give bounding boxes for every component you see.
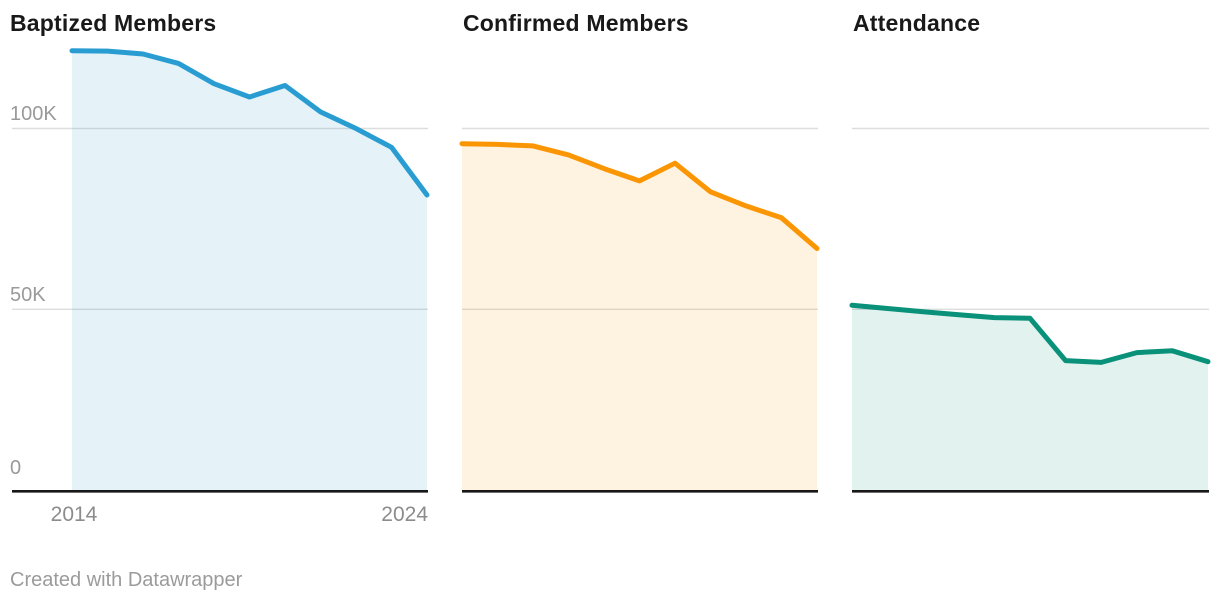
y-tick-label-100k: 100K	[10, 103, 57, 125]
datawrapper-attribution: Created with Datawrapper	[10, 569, 243, 591]
area-chart-baptized-members	[12, 48, 430, 493]
panel-title-confirmed-members: Confirmed Members	[463, 10, 689, 36]
area-chart-attendance	[849, 127, 1211, 493]
x-tick-label-2014: 2014	[50, 503, 98, 526]
x-tick-label-2024: 2024	[381, 503, 428, 526]
panel-title-baptized-members: Baptized Members	[10, 10, 217, 36]
panel-title-attendance: Attendance	[853, 10, 981, 36]
y-tick-label-50k: 50K	[10, 284, 46, 306]
y-tick-label-0: 0	[10, 457, 22, 479]
area-chart-confirmed-members	[459, 127, 820, 493]
